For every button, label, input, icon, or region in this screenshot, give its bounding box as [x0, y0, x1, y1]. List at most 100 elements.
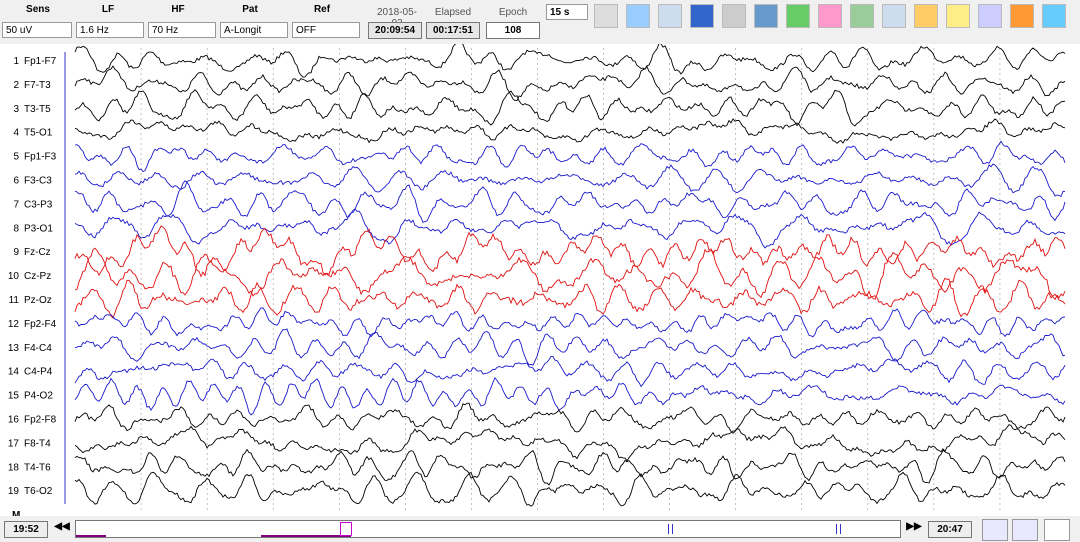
dropdown[interactable]: 70 Hz	[148, 22, 216, 38]
label: Elapsed	[434, 7, 472, 18]
eeg-trace	[74, 247, 1066, 301]
eeg-trace	[74, 180, 1066, 223]
thumb[interactable]	[340, 522, 352, 536]
start-time: 19:52	[4, 521, 48, 538]
eeg-trace	[74, 140, 1066, 173]
eeg-trace	[74, 277, 1066, 319]
eeg-trace	[74, 208, 1066, 249]
eeg-trace	[74, 225, 1066, 278]
epoch: 108	[486, 22, 540, 39]
tool-button[interactable]	[658, 4, 682, 28]
eeg-trace	[74, 44, 1066, 78]
channel-label: F8-T4	[24, 438, 51, 449]
tool-button[interactable]	[1042, 4, 1066, 28]
channel-number: 12	[8, 319, 20, 330]
channel-label: F3-C3	[24, 176, 52, 187]
tool-button[interactable]	[594, 4, 618, 28]
eeg-trace	[74, 471, 1066, 507]
channel-number: 15	[8, 391, 20, 402]
eeg-trace	[74, 307, 1066, 338]
tool-button[interactable]	[690, 4, 714, 28]
bottom-bar: 19:52 ◀◀ ▶▶ 20:47	[0, 516, 1080, 542]
channel-label: Fp2-F4	[24, 319, 57, 330]
channel-label: F7-T3	[24, 80, 51, 91]
label: LF	[101, 4, 115, 15]
label: Ref	[313, 4, 331, 15]
event	[668, 524, 673, 534]
channel-label: P4-O2	[24, 391, 53, 402]
channel-number: 5	[13, 152, 19, 163]
channel-label: P3-O1	[24, 223, 53, 234]
label: HF	[171, 4, 185, 15]
eeg-trace	[74, 65, 1066, 102]
toolbar-icons	[590, 0, 1080, 34]
tool-button[interactable]	[850, 4, 874, 28]
elapsed: 00:17:51	[426, 22, 480, 39]
next-button[interactable]: ▶▶	[906, 521, 922, 532]
channel-label: Pz-Oz	[24, 295, 52, 306]
channel-label: Fz-Cz	[24, 247, 51, 258]
channel-number: 10	[8, 271, 20, 282]
prev-button[interactable]: ◀◀	[54, 521, 70, 532]
tool-button[interactable]	[946, 4, 970, 28]
channel-label: T4-T6	[24, 462, 51, 473]
dropdown[interactable]: A-Longit	[220, 22, 288, 38]
tool-button[interactable]	[626, 4, 650, 28]
channel-label: C3-P3	[24, 199, 53, 210]
eeg-trace	[74, 424, 1066, 462]
tool-button[interactable]	[1010, 4, 1034, 28]
channel-number: 3	[13, 104, 19, 115]
eeg-view: 1 Fp1-F72 F7-T33 T3-T54 T5-O15 Fp1-F36 F3-C37 C…	[0, 44, 1080, 516]
dropdown[interactable]: 50 uV	[2, 22, 72, 38]
eeg-trace	[74, 328, 1066, 366]
channel-number: 2	[13, 80, 19, 91]
channel-label: F4-C4	[24, 343, 52, 354]
channel-number: 19	[8, 486, 20, 497]
channel-label: Fp2-F8	[24, 415, 57, 426]
event	[836, 524, 841, 534]
channel-label: T3-T5	[24, 104, 51, 115]
tool-button[interactable]	[882, 4, 906, 28]
channel-number: 16	[8, 415, 20, 426]
tool-button[interactable]	[754, 4, 778, 28]
channel-label: C4-P4	[24, 367, 53, 378]
eeg-trace	[74, 118, 1066, 144]
clock: 20:09:54	[368, 22, 422, 39]
channel-label: T5-O1	[24, 128, 53, 139]
dropdown[interactable]: 1.6 Hz	[76, 22, 144, 38]
label: Pat	[242, 4, 258, 15]
marker	[76, 535, 106, 537]
tool-button[interactable]	[914, 4, 938, 28]
label: Sens	[26, 4, 50, 15]
button[interactable]	[982, 519, 1008, 541]
channel-number: 4	[13, 128, 19, 139]
channel-number: 17	[8, 438, 20, 449]
tool-button[interactable]	[978, 4, 1002, 28]
channel-number: 14	[8, 367, 20, 378]
eeg-trace	[74, 355, 1066, 388]
scrollbar[interactable]	[75, 520, 901, 538]
label: Epoch	[498, 7, 528, 18]
end-time: 20:47	[928, 521, 972, 538]
tool-button[interactable]	[722, 4, 746, 28]
dropdown[interactable]: OFF	[292, 22, 360, 38]
channel-number: 11	[9, 295, 20, 306]
channel-label: Fp1-F3	[24, 152, 57, 163]
channel-number: 8	[13, 223, 19, 234]
channel-label: T6-O2	[24, 486, 53, 497]
eeg-trace	[74, 163, 1066, 197]
button[interactable]	[1012, 519, 1038, 541]
tool-button[interactable]	[818, 4, 842, 28]
channel-number: 18	[8, 462, 20, 473]
channel-number: 9	[13, 247, 19, 258]
page-length[interactable]: 15 s	[546, 4, 588, 20]
eeg-trace	[74, 402, 1066, 434]
tool-button[interactable]	[786, 4, 810, 28]
channel-label: Fp1-F7	[24, 56, 57, 67]
channel-label: Cz-Pz	[24, 271, 51, 282]
button[interactable]	[1044, 519, 1070, 541]
eeg-trace	[74, 89, 1066, 127]
montage-marker: M	[12, 510, 20, 516]
channel-number: 7	[13, 199, 19, 210]
